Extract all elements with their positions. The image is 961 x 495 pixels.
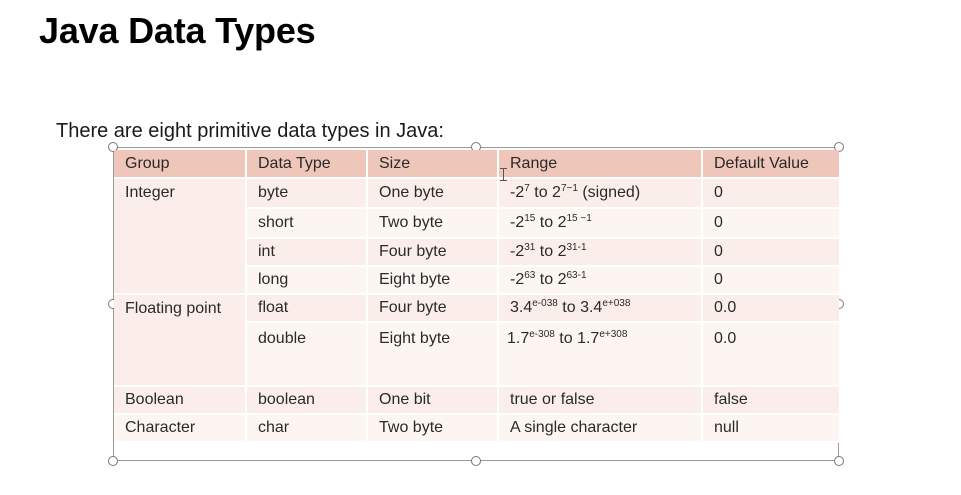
group-cell: Integer — [114, 178, 247, 295]
type-cell: double — [246, 322, 368, 387]
resize-handle-top-left[interactable] — [108, 142, 118, 152]
table-row: Boolean boolean One bit true or false fa… — [114, 386, 839, 415]
table-row: Character char Two byte A single charact… — [114, 414, 839, 443]
size-cell: Four byte — [367, 238, 499, 267]
resize-handle-bottom-center[interactable] — [471, 456, 481, 466]
table-row: long Eight byte -263 to 263-1 0 — [114, 266, 839, 295]
default-cell: 0 — [702, 238, 839, 267]
range-cell: -215 to 215 −1 — [498, 208, 703, 239]
default-cell: 0 — [702, 178, 839, 209]
slide-intro-text: There are eight primitive data types in … — [56, 120, 444, 142]
range-cell: A single character — [498, 414, 703, 443]
default-cell: 0.0 — [702, 294, 839, 323]
table-row: Integer byte One byte -27 to 27−1 (signe… — [114, 178, 839, 295]
size-cell: Eight byte — [367, 266, 499, 295]
type-cell: char — [246, 414, 368, 443]
group-cell: Boolean — [114, 386, 247, 415]
default-cell: 0 — [702, 266, 839, 295]
size-cell: Two byte — [367, 414, 499, 443]
default-cell: null — [702, 414, 839, 443]
default-cell: false — [702, 386, 839, 415]
type-cell: int — [246, 238, 368, 267]
size-cell: Two byte — [367, 208, 499, 239]
header-default-value: Default Value — [702, 150, 839, 179]
type-cell: byte — [246, 178, 368, 209]
range-cell: 1.7e-308 to 1.7e+308 — [498, 322, 703, 387]
range-cell: -263 to 263-1 — [498, 266, 703, 295]
table-row: Floating point float Four byte 3.4e-038 … — [114, 294, 839, 387]
table-header-row: Group Data Type Size Range Default Value — [114, 150, 839, 179]
resize-handle-bottom-left[interactable] — [108, 456, 118, 466]
slide-title: Java Data Types — [39, 10, 316, 51]
type-cell: boolean — [246, 386, 368, 415]
table-row: double Eight byte 1.7e-308 to 1.7e+308 0… — [114, 322, 839, 387]
group-cell: Character — [114, 414, 247, 443]
data-types-table: Group Data Type Size Range Default Value… — [114, 150, 839, 443]
type-cell: short — [246, 208, 368, 239]
header-range: Range — [498, 150, 703, 179]
text-cursor-icon — [500, 168, 507, 181]
table-row: short Two byte -215 to 215 −1 0 — [114, 208, 839, 239]
header-data-type: Data Type — [246, 150, 368, 179]
table-row: int Four byte -231 to 231-1 0 — [114, 238, 839, 267]
range-cell: true or false — [498, 386, 703, 415]
size-cell: One bit — [367, 386, 499, 415]
header-group: Group — [114, 150, 247, 179]
resize-handle-bottom-right[interactable] — [834, 456, 844, 466]
range-cell: -27 to 27−1 (signed) — [498, 178, 703, 209]
default-cell: 0 — [702, 208, 839, 239]
size-cell: One byte — [367, 178, 499, 209]
default-cell: 0.0 — [702, 322, 839, 387]
range-cell: 3.4e-038 to 3.4e+038 — [498, 294, 703, 323]
group-cell: Floating point — [114, 294, 247, 387]
header-size: Size — [367, 150, 499, 179]
type-cell: float — [246, 294, 368, 323]
size-cell: Four byte — [367, 294, 499, 323]
type-cell: long — [246, 266, 368, 295]
range-cell: -231 to 231-1 — [498, 238, 703, 267]
size-cell: Eight byte — [367, 322, 499, 387]
resize-handle-top-right[interactable] — [834, 142, 844, 152]
